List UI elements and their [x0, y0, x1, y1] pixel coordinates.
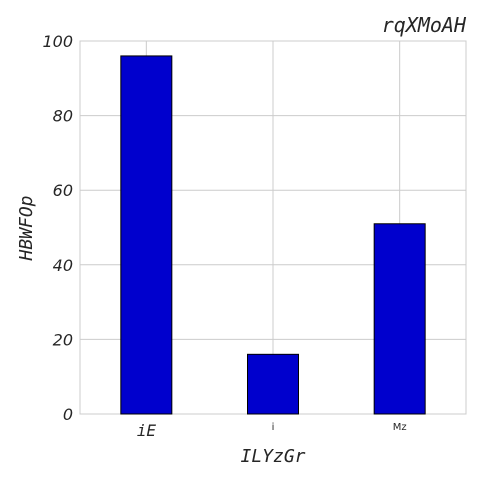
y-tick-label: 100: [42, 32, 73, 51]
x-axis-ticks: iE i Mz: [137, 421, 407, 440]
bars: [120, 55, 426, 415]
x-tick-label: Mz: [393, 422, 407, 433]
bar-Mz: [373, 223, 426, 415]
y-axis-label: HBWFOp: [16, 195, 37, 261]
y-tick-label: 80: [53, 107, 73, 126]
y-tick-label: 20: [53, 330, 73, 349]
bar-i: [247, 353, 299, 415]
y-axis-ticks: 0 20 40 60 80 100: [42, 32, 73, 424]
y-tick-label: 0: [63, 405, 73, 424]
x-tick-label: i: [272, 422, 275, 433]
x-axis-label: ILYzGr: [240, 446, 305, 467]
bar-iE: [120, 55, 173, 415]
y-tick-label: 40: [53, 256, 73, 275]
x-tick-label: iE: [137, 421, 157, 440]
y-tick-label: 60: [53, 181, 73, 200]
chart-title: rqXMoAH: [382, 13, 467, 37]
